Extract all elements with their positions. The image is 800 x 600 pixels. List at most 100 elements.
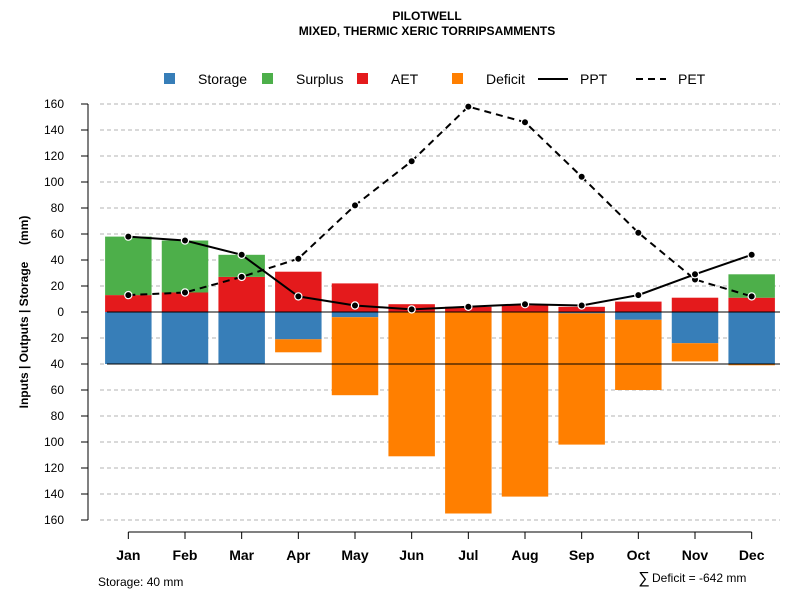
ppt-point — [520, 300, 530, 309]
y-tick-label: 80 — [51, 409, 65, 423]
deficit-total: Deficit = -642 mm — [652, 571, 746, 585]
x-tick-label: Mar — [229, 547, 254, 563]
ppt-point — [690, 270, 700, 279]
bars — [105, 236, 775, 514]
series-lines — [124, 102, 756, 314]
deficit-bar — [501, 312, 549, 497]
x-axis: Jan Feb Mar Apr May Jun Jul Aug Sep Oct Nov Dec — [116, 531, 765, 563]
ppt-point — [634, 290, 643, 300]
ppt-point — [124, 232, 133, 241]
x-tick-label: Jun — [399, 547, 424, 563]
storage-bar — [728, 312, 775, 364]
x-tick-label: Jul — [458, 547, 478, 563]
x-tick-label: Aug — [511, 547, 538, 563]
x-tick-label: Dec — [739, 547, 765, 563]
pet-point — [180, 288, 190, 297]
aet-bar — [501, 305, 549, 312]
legend-label: Deficit — [486, 71, 525, 87]
legend-label: AET — [391, 71, 419, 87]
ppt-point — [180, 236, 190, 245]
y-tick-label: 60 — [51, 227, 65, 241]
ppt-line — [128, 235, 752, 311]
y-tick-label: 140 — [44, 487, 64, 501]
reference-lines — [107, 311, 780, 365]
y-axis-label: Inputs | Outputs | Storage (mm) — [17, 216, 31, 409]
storage-bar — [558, 312, 605, 314]
deficit-bar — [445, 312, 492, 514]
storage-bar — [218, 312, 265, 364]
x-tick-label: Apr — [286, 547, 311, 563]
ppt-point — [464, 302, 473, 311]
x-tick-label: Sep — [569, 547, 595, 563]
y-tick-label: 40 — [51, 357, 65, 371]
legend-swatch — [452, 73, 463, 84]
y-tick-label: 120 — [44, 461, 64, 475]
pet-point — [464, 102, 473, 111]
y-tick-label: 60 — [51, 383, 65, 397]
ppt-point — [577, 301, 586, 310]
storage-note: Storage: 40 mm — [98, 575, 183, 589]
pet-point — [577, 172, 586, 181]
legend-label: Storage — [198, 71, 247, 87]
storage-bar — [671, 312, 719, 344]
surplus-bar — [105, 236, 152, 296]
pet-point — [350, 201, 360, 210]
pet-point — [124, 290, 133, 300]
y-tick-label: 80 — [51, 201, 65, 215]
legend-swatch — [262, 73, 273, 84]
x-tick-label: May — [341, 547, 368, 563]
y-tick-label: 20 — [51, 331, 65, 345]
aet-bar — [105, 295, 152, 312]
y-tick-label: 140 — [44, 123, 64, 137]
legend-swatch — [164, 73, 175, 84]
storage-bar — [331, 312, 379, 318]
deficit-bar — [388, 312, 435, 457]
ppt-point — [407, 305, 416, 314]
ppt-point — [747, 250, 756, 259]
deficit-bar — [275, 339, 322, 353]
y-tick-label: 20 — [51, 279, 65, 293]
aet-bar — [728, 297, 775, 312]
legend-label: PET — [678, 71, 706, 87]
ppt-point — [350, 301, 360, 310]
y-tick-label: 100 — [44, 435, 64, 449]
aet-bar — [275, 271, 322, 312]
aet-bar — [615, 301, 662, 312]
surplus-bar — [161, 240, 209, 293]
x-tick-label: Feb — [173, 547, 198, 563]
legend: Storage Surplus AET Deficit PPT PET — [164, 71, 706, 87]
aet-bar — [161, 292, 209, 312]
pet-point — [520, 117, 530, 127]
chart-subtitle: MIXED, THERMIC XERIC TORRIPSAMMENTS — [299, 24, 555, 38]
pet-point — [237, 272, 246, 282]
y-tick-label: 40 — [51, 253, 65, 267]
pet-point — [634, 228, 643, 237]
storage-bar — [275, 312, 322, 340]
storage-bar — [105, 312, 152, 364]
y-tick-label: 0 — [57, 305, 64, 319]
ppt-point — [294, 292, 303, 301]
ppt-point — [237, 250, 246, 259]
aet-bar — [218, 276, 265, 312]
legend-swatch — [357, 73, 368, 84]
legend-label: Surplus — [296, 71, 343, 87]
deficit-bar — [728, 364, 775, 366]
pet-point — [747, 292, 756, 301]
deficit-bar — [671, 343, 719, 362]
deficit-sum-symbol: ∑ — [638, 570, 649, 587]
legend-label: PPT — [580, 71, 608, 87]
deficit-bar — [615, 319, 662, 390]
aet-bar — [671, 297, 719, 312]
y-tick-label: 100 — [44, 175, 64, 189]
deficit-bar — [558, 313, 605, 445]
surplus-bar — [218, 254, 265, 277]
deficit-bar — [331, 317, 379, 396]
x-tick-label: Jan — [116, 547, 140, 563]
pet-line — [128, 105, 752, 298]
pet-point — [294, 254, 303, 263]
chart-title: PILOTWELL — [392, 9, 461, 23]
y-tick-label: 160 — [44, 97, 64, 111]
storage-bar — [615, 312, 662, 320]
y-tick-label: 160 — [44, 513, 64, 527]
